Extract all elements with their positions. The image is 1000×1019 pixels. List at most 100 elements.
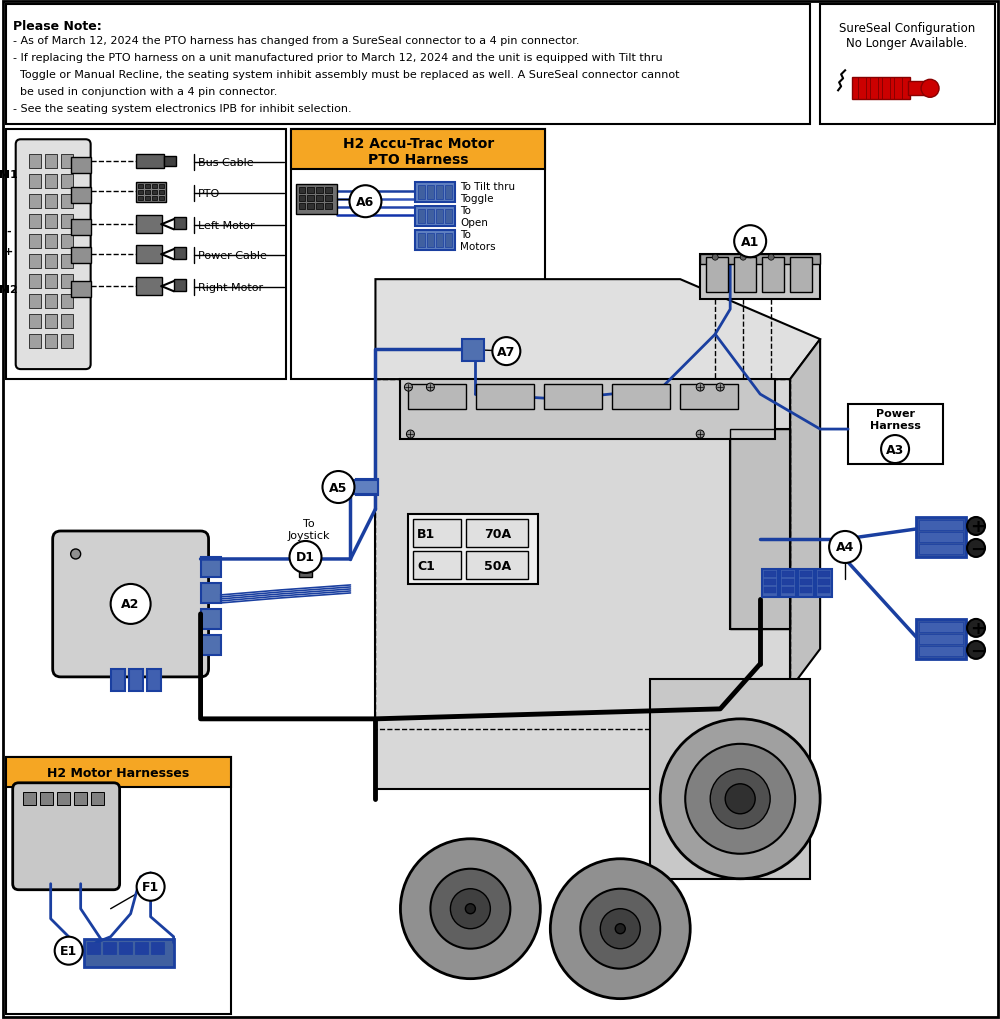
Text: −: − bbox=[970, 642, 985, 660]
Bar bbox=[145, 185, 150, 190]
Bar bbox=[61, 255, 73, 269]
Bar bbox=[418, 186, 425, 200]
Bar bbox=[136, 183, 166, 203]
Bar bbox=[445, 210, 452, 224]
Bar bbox=[61, 335, 73, 348]
Bar bbox=[29, 275, 41, 288]
Text: To
Motors: To Motors bbox=[460, 230, 496, 252]
Bar bbox=[418, 234, 425, 248]
Bar bbox=[476, 385, 534, 410]
Bar bbox=[852, 78, 910, 100]
Bar bbox=[164, 157, 176, 167]
Bar bbox=[45, 294, 57, 309]
Bar bbox=[23, 792, 36, 805]
Bar bbox=[413, 520, 461, 547]
Bar bbox=[45, 175, 57, 190]
Text: E1: E1 bbox=[60, 945, 77, 957]
Bar bbox=[316, 189, 323, 194]
Bar bbox=[882, 78, 890, 100]
Circle shape bbox=[710, 769, 770, 829]
Bar bbox=[152, 191, 157, 195]
Circle shape bbox=[660, 719, 820, 878]
Text: Right Motor: Right Motor bbox=[198, 283, 263, 292]
Bar bbox=[415, 207, 455, 227]
Bar bbox=[764, 580, 776, 585]
Bar bbox=[71, 220, 91, 236]
Bar bbox=[45, 275, 57, 288]
Bar bbox=[174, 280, 186, 291]
Bar bbox=[45, 235, 57, 249]
Bar bbox=[356, 480, 378, 495]
Bar bbox=[730, 430, 790, 630]
Bar bbox=[136, 155, 164, 169]
Text: Power
Harness: Power Harness bbox=[870, 409, 921, 430]
Bar bbox=[201, 583, 221, 603]
Text: A4: A4 bbox=[836, 541, 854, 554]
Text: A1: A1 bbox=[741, 235, 759, 249]
Text: A3: A3 bbox=[886, 443, 904, 457]
Text: - If replacing the PTO harness on a unit manufactured prior to March 12, 2024 an: - If replacing the PTO harness on a unit… bbox=[13, 53, 662, 63]
Bar bbox=[818, 587, 830, 593]
Circle shape bbox=[716, 384, 724, 391]
Circle shape bbox=[829, 532, 861, 564]
Bar bbox=[445, 186, 452, 200]
Text: +: + bbox=[970, 620, 985, 637]
FancyBboxPatch shape bbox=[53, 532, 209, 678]
Polygon shape bbox=[375, 280, 820, 380]
Bar bbox=[29, 315, 41, 329]
Bar bbox=[145, 191, 150, 195]
Bar bbox=[730, 430, 790, 630]
Text: A6: A6 bbox=[356, 196, 375, 209]
Bar bbox=[6, 757, 231, 1014]
Text: D1: D1 bbox=[296, 551, 315, 564]
Bar bbox=[201, 609, 221, 630]
Bar bbox=[29, 195, 41, 209]
Bar bbox=[870, 78, 878, 100]
Text: B1: B1 bbox=[417, 528, 436, 541]
Circle shape bbox=[921, 81, 939, 98]
Bar bbox=[159, 197, 164, 201]
Bar bbox=[427, 210, 434, 224]
Circle shape bbox=[404, 384, 412, 391]
Bar bbox=[291, 130, 545, 380]
Bar bbox=[61, 155, 73, 169]
Text: −: − bbox=[970, 540, 985, 558]
Bar bbox=[45, 215, 57, 229]
FancyBboxPatch shape bbox=[16, 141, 91, 370]
Circle shape bbox=[967, 641, 985, 659]
Text: PTO: PTO bbox=[198, 190, 220, 199]
Bar bbox=[159, 185, 164, 190]
Bar bbox=[700, 255, 820, 265]
Bar bbox=[445, 234, 452, 248]
Text: H2 Motor Harnesses: H2 Motor Harnesses bbox=[47, 766, 189, 780]
Bar bbox=[325, 204, 332, 210]
Bar bbox=[40, 792, 53, 805]
Polygon shape bbox=[790, 339, 820, 689]
Bar bbox=[201, 557, 221, 578]
Bar bbox=[762, 258, 784, 292]
Circle shape bbox=[322, 472, 354, 503]
Circle shape bbox=[967, 518, 985, 535]
Bar bbox=[45, 315, 57, 329]
Bar bbox=[894, 78, 902, 100]
Circle shape bbox=[768, 255, 774, 261]
Bar bbox=[800, 580, 812, 585]
Circle shape bbox=[426, 384, 434, 391]
Bar bbox=[782, 572, 794, 578]
Bar bbox=[45, 195, 57, 209]
Bar bbox=[61, 235, 73, 249]
Polygon shape bbox=[136, 246, 162, 264]
Text: - See the seating system electronics IPB for inhibit selection.: - See the seating system electronics IPB… bbox=[13, 104, 351, 114]
Bar bbox=[919, 646, 963, 656]
Bar bbox=[87, 942, 100, 954]
Bar bbox=[858, 78, 866, 100]
Bar bbox=[45, 255, 57, 269]
Bar bbox=[919, 634, 963, 644]
Bar bbox=[307, 189, 314, 194]
Bar bbox=[818, 572, 830, 578]
Bar bbox=[299, 189, 305, 194]
Bar bbox=[919, 544, 963, 554]
Bar bbox=[764, 587, 776, 593]
Bar bbox=[700, 255, 820, 300]
Bar bbox=[800, 572, 812, 578]
